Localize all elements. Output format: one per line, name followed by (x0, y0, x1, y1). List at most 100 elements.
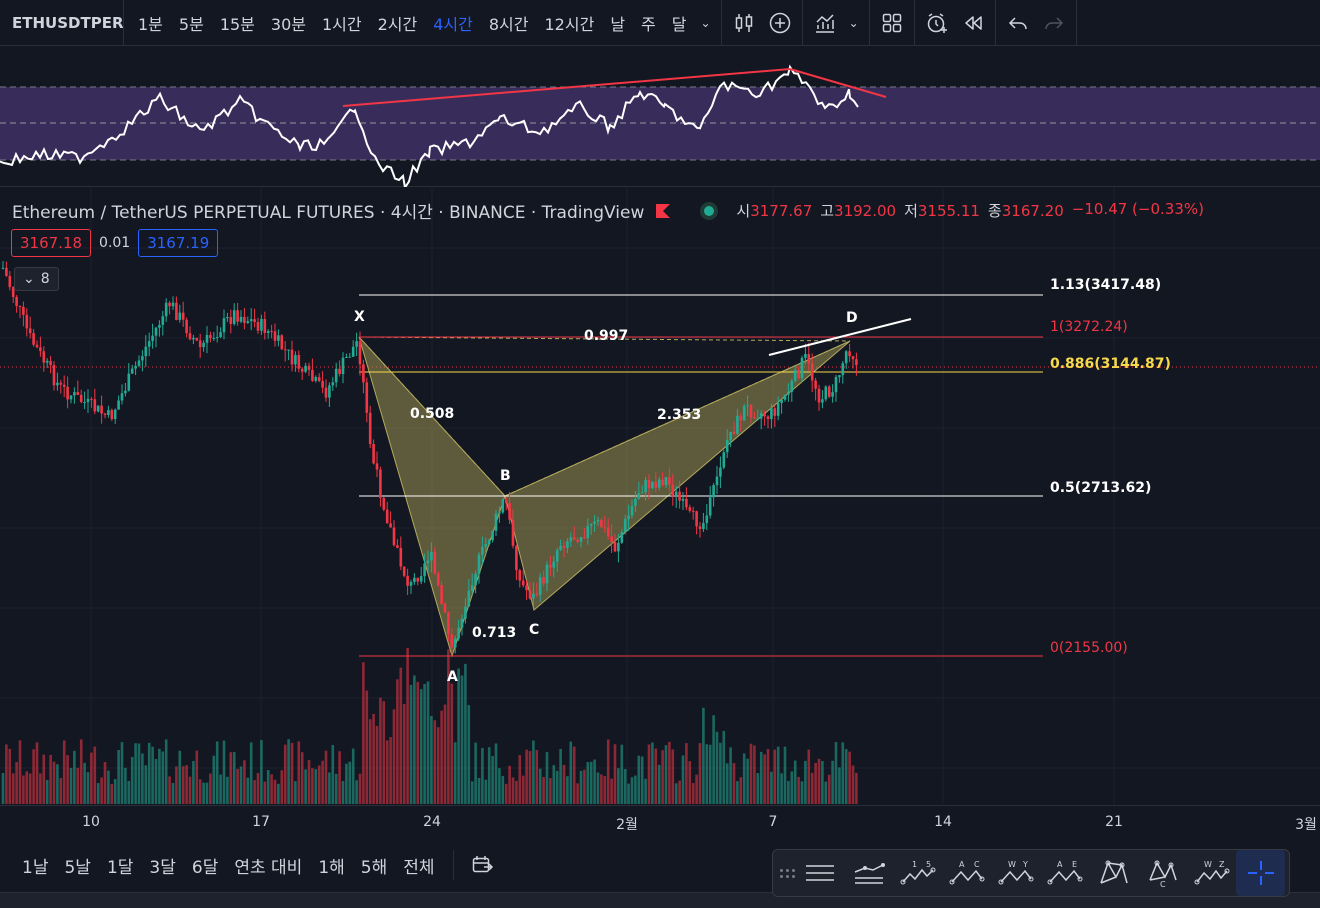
volume-bar (69, 767, 73, 804)
range-1y[interactable]: 1해 (318, 857, 345, 878)
range-1d[interactable]: 1날 (22, 857, 49, 878)
calendar-goto-icon (472, 856, 493, 873)
candle-body (28, 328, 32, 334)
candle-body (634, 498, 637, 506)
time-label: 14 (934, 814, 952, 830)
indicators-collapse-button[interactable]: ⌄ 8 (14, 267, 59, 291)
layout-button[interactable] (874, 0, 910, 46)
time-label: 3월 (1295, 817, 1317, 833)
candle-body (338, 368, 341, 375)
volume-bar (596, 772, 600, 804)
redo-button[interactable] (1036, 0, 1072, 46)
alert-button[interactable] (919, 0, 955, 46)
candle-body (722, 452, 726, 468)
interval-dropdown-chevron-icon[interactable]: ⌄ (700, 15, 711, 30)
indicators-button[interactable] (807, 0, 843, 46)
interval-week[interactable]: 주 (641, 14, 656, 34)
candle-body (494, 513, 498, 531)
volume-bar (219, 774, 222, 804)
flag-icon[interactable] (656, 203, 671, 218)
range-all[interactable]: 전체 (403, 857, 435, 878)
range-3m[interactable]: 3달 (149, 857, 176, 878)
svg-text:C: C (1160, 880, 1166, 888)
candle-style-button[interactable] (726, 0, 762, 46)
drag-handle-icon[interactable] (779, 858, 795, 888)
candle-body (168, 302, 171, 307)
price-plot: 1.13(3417.48) 1(3272.24) 0.886(3144.87) … (0, 188, 1320, 804)
ratio-ac: 0.713 (472, 625, 516, 641)
interval-5m[interactable]: 5분 (178, 14, 204, 34)
candle-body (243, 316, 246, 323)
candle-body (307, 365, 311, 370)
range-5d[interactable]: 5날 (64, 857, 91, 878)
candle-body (501, 500, 505, 513)
candle-body (450, 634, 454, 648)
sell-price-button[interactable]: 3167.18 (11, 229, 92, 257)
low-label: 저 (904, 202, 918, 220)
compare-button[interactable] (762, 0, 798, 46)
interval-15m[interactable]: 15분 (219, 14, 255, 34)
time-label: 7 (768, 814, 778, 830)
interval-8h[interactable]: 8시간 (488, 14, 529, 34)
rsi-pane[interactable] (0, 47, 1320, 187)
interval-day[interactable]: 날 (610, 14, 626, 34)
goto-date-button[interactable] (464, 842, 500, 888)
range-ytd[interactable]: 연초 대비 (234, 857, 303, 878)
time-axis[interactable]: 10 17 24 2월 7 14 21 3월 (0, 805, 1320, 839)
interval-2h[interactable]: 2시간 (377, 14, 418, 34)
toolbar-divider (1075, 0, 1077, 46)
parallel-lines-tool[interactable] (844, 850, 893, 896)
interval-30m[interactable]: 30분 (270, 14, 306, 34)
crosshair-tool[interactable] (1236, 850, 1285, 896)
symbol-search[interactable]: ETHUSDTPERP (0, 0, 124, 46)
candle-body (695, 511, 698, 527)
volume-bar (691, 783, 695, 804)
replay-button[interactable] (955, 0, 991, 46)
interval-1m[interactable]: 1분 (138, 14, 163, 34)
volume-bar (188, 776, 192, 804)
buy-price-button[interactable]: 3167.19 (138, 229, 219, 257)
range-5y[interactable]: 5해 (360, 857, 388, 878)
cypher-pattern-tool[interactable]: C (1138, 850, 1187, 896)
candle-body (821, 399, 824, 403)
chevron-down-icon: ⌄ (23, 271, 35, 287)
range-6m[interactable]: 6달 (191, 857, 219, 878)
chart-title[interactable]: Ethereum / TetherUS PERPETUAL FUTURES · … (12, 203, 645, 223)
volume-bar (518, 755, 522, 804)
interval-1h[interactable]: 1시간 (322, 14, 362, 34)
main-chart-pane[interactable]: 1.13(3417.48) 1(3272.24) 0.886(3144.87) … (0, 188, 1320, 804)
volume-bar (729, 747, 732, 804)
candle-body (460, 618, 464, 628)
candle-body (712, 485, 715, 498)
xabcd-pattern-tool[interactable] (1089, 850, 1138, 896)
trend-line-d (768, 318, 912, 356)
candle-body (562, 545, 566, 548)
candle-body (175, 302, 178, 320)
volume-bar (236, 768, 239, 804)
candle-body (236, 310, 239, 322)
range-1m[interactable]: 1달 (106, 857, 134, 878)
candle-body (464, 606, 467, 619)
interval-12h[interactable]: 12시간 (544, 14, 595, 34)
parallel-lines-icon (854, 863, 885, 884)
chart-grid (0, 188, 1320, 804)
volume-bar (161, 751, 165, 804)
multi-line-tool[interactable] (795, 850, 844, 896)
candle-body (232, 310, 236, 324)
ohlc-values: 시3177.67 고3192.00 저3155.11 종3167.20 −10.… (736, 200, 1204, 221)
candle-body (215, 336, 219, 338)
indicators-dropdown-chevron-icon[interactable]: ⌄ (848, 15, 859, 30)
volume-bar (348, 761, 352, 804)
volume-bar (440, 710, 443, 804)
volume-bar (127, 780, 131, 804)
undo-button[interactable] (1000, 0, 1036, 46)
volume-bar (100, 777, 103, 804)
interval-month[interactable]: 달 (671, 14, 687, 34)
interval-4h[interactable]: 4시간 (433, 14, 473, 34)
